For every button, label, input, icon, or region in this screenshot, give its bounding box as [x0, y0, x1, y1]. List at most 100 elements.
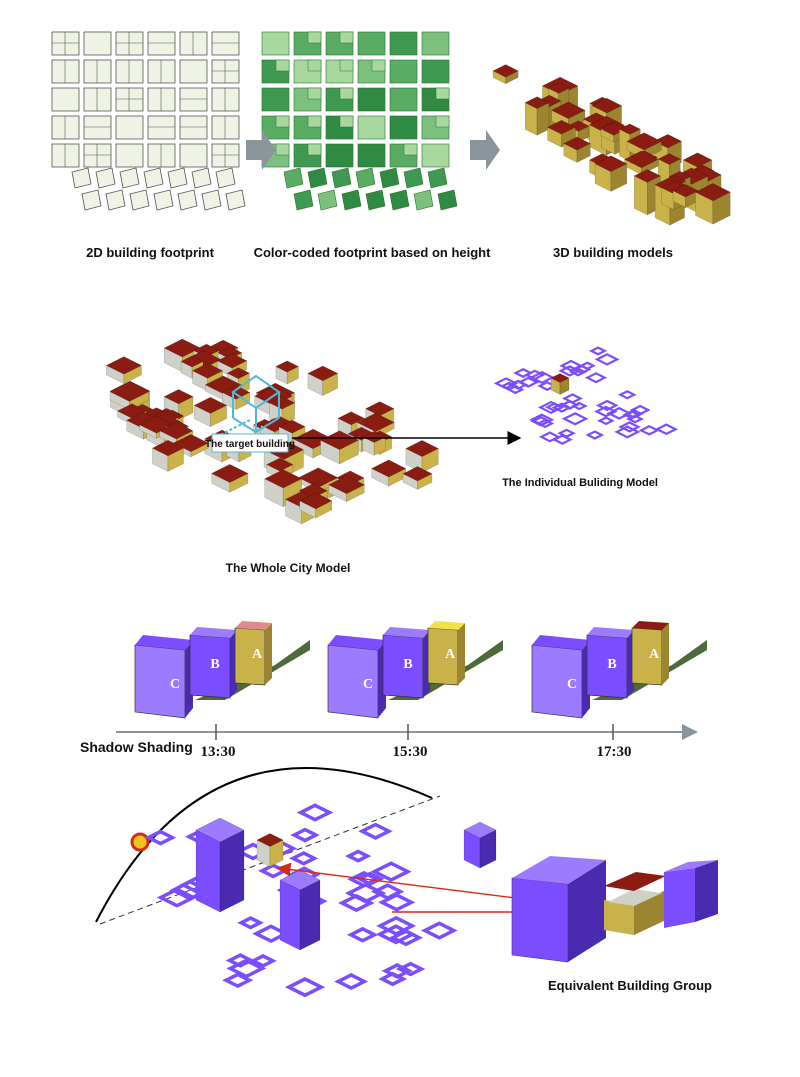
urban-building-outline: [258, 863, 289, 879]
building-left-face: [195, 829, 221, 913]
coded-footprint-sub: [307, 59, 322, 72]
footprint-block: [95, 167, 116, 189]
coded-footprint-block: [293, 189, 314, 211]
footprint-block: [71, 167, 92, 189]
building-b-top: [383, 627, 430, 638]
individual-building-outline: [618, 421, 641, 433]
coded-footprint-block: [355, 167, 376, 189]
equiv-target-roof: [604, 872, 666, 891]
footprint-block: [201, 189, 222, 211]
building-roof: [682, 152, 713, 168]
building-roof: [356, 412, 395, 432]
sun-icon: [130, 832, 150, 852]
city-building: [405, 440, 439, 473]
urban-building-outline: [284, 977, 326, 998]
footprint-block: [177, 189, 198, 211]
building-roof: [626, 132, 662, 151]
building-roof: [402, 466, 433, 482]
coded-footprint-block: [421, 31, 450, 56]
urban-building-outline: [378, 971, 408, 987]
building-roof: [278, 419, 306, 434]
building-3d: [594, 155, 628, 192]
footprint-block: [129, 189, 150, 211]
individual-building-outline: [584, 372, 608, 384]
urban-tall-building: [279, 869, 321, 951]
building-roof: [192, 362, 224, 379]
building-letter-c: C: [363, 677, 373, 692]
building-roof: [216, 353, 248, 369]
building-b-top: [587, 627, 634, 638]
individual-building-outline: [594, 405, 618, 418]
city-building: [151, 440, 185, 472]
building-left-face: [279, 879, 301, 951]
urban-purple-model: [144, 803, 497, 998]
time-label-1330: 13:30: [201, 744, 236, 760]
coded-footprint-sub: [339, 115, 354, 128]
coded-footprint-block: [421, 59, 450, 84]
individual-building-outline: [561, 412, 589, 426]
coded-footprint-sub: [435, 115, 450, 128]
city-building: [319, 430, 359, 465]
city-building: [371, 459, 407, 487]
building-roof: [116, 403, 147, 419]
individual-building-outline: [654, 423, 679, 436]
building-roof: [109, 381, 150, 402]
building-3d: [563, 136, 591, 163]
building-roof: [492, 64, 519, 78]
building-3d: [694, 183, 731, 225]
coded-footprint-sub: [307, 31, 322, 44]
time-axis-arrowhead: [682, 724, 698, 740]
footprint-block: [179, 115, 208, 140]
coded-footprint-block: [341, 189, 362, 211]
building-right-face: [299, 879, 321, 951]
footprint-block: [115, 59, 144, 84]
footprint-block: [147, 31, 176, 56]
equiv-big-cube-front: [511, 877, 569, 963]
coded-footprint-block: [365, 189, 386, 211]
city-building: [211, 464, 249, 493]
building-c-top: [328, 635, 386, 650]
building-roof: [307, 365, 339, 382]
coded-footprint-sub: [275, 143, 290, 156]
footprint-block: [215, 167, 236, 189]
sun-path-arc: [95, 767, 433, 923]
urban-building-outline: [358, 822, 393, 840]
caption-2d-footprint: 2D building footprint: [86, 245, 214, 260]
building-roof: [264, 469, 303, 489]
coded-footprint-block: [357, 115, 386, 140]
building-3d: [492, 64, 519, 85]
building-roof: [151, 440, 185, 457]
equivalent-building-group-model: [511, 856, 718, 963]
building-roof: [550, 373, 570, 383]
urban-building-outline: [346, 926, 379, 943]
city-building: [328, 475, 365, 503]
individual-building-outline: [536, 419, 555, 429]
equiv-right-cube-side: [695, 860, 718, 922]
urban-target-building: [256, 833, 284, 867]
coded-footprint-block: [413, 189, 434, 211]
coded-footprint-sub: [275, 115, 290, 128]
individual-building-model: [493, 346, 679, 445]
individual-building-outline: [558, 365, 582, 377]
coded-footprint-sub: [403, 143, 418, 156]
footprint-block: [115, 87, 144, 112]
footprint-block: [147, 59, 176, 84]
building-roof: [547, 120, 576, 135]
urban-building-outline: [156, 887, 198, 908]
individual-model-label: The Individual Buliding Model: [502, 477, 658, 489]
individual-building-outline: [594, 353, 620, 366]
footprint-block: [211, 31, 240, 56]
coded-footprint-sub: [275, 59, 290, 72]
building-right-face: [610, 163, 628, 192]
urban-building-outline: [290, 827, 320, 843]
city-building: [275, 360, 299, 385]
building-3d: [524, 96, 550, 136]
building-a-side: [265, 623, 272, 685]
city-building: [278, 419, 306, 447]
building-a-side: [662, 623, 669, 685]
footprint-block: [179, 31, 208, 56]
footprint-block: [179, 87, 208, 112]
footprint-block: [81, 189, 102, 211]
footprint-block: [51, 31, 80, 56]
